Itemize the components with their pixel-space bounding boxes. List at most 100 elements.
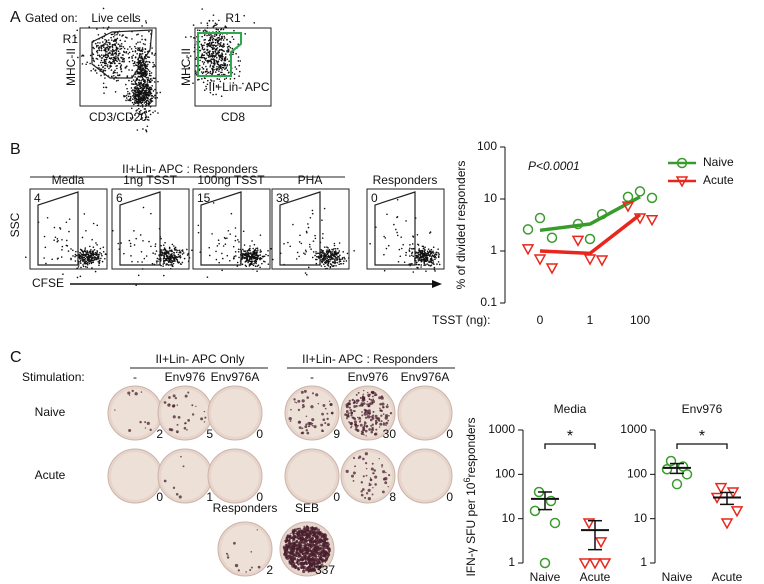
- event-dot: [237, 239, 239, 241]
- spot: [378, 458, 380, 460]
- data-point: [665, 455, 677, 467]
- event-dot: [102, 250, 105, 253]
- spot: [316, 552, 319, 555]
- event-dot: [210, 42, 213, 44]
- event-dot: [206, 27, 209, 29]
- event-dot: [179, 254, 181, 257]
- event-dot: [150, 99, 152, 102]
- well: [340, 385, 396, 441]
- event-dot: [89, 259, 92, 261]
- event-dot: [237, 60, 240, 62]
- spot: [297, 567, 299, 570]
- event-dot: [97, 33, 100, 36]
- event-dot: [148, 240, 150, 243]
- event-dot: [135, 78, 138, 81]
- well: [107, 385, 163, 441]
- event-dot: [307, 226, 310, 229]
- event-dot: [129, 242, 132, 245]
- event-dot: [137, 63, 140, 66]
- event-dot: [120, 70, 123, 73]
- spot: [293, 565, 297, 569]
- spot: [365, 474, 368, 477]
- spot: [365, 467, 368, 470]
- data-point: [634, 186, 646, 197]
- event-dot: [283, 242, 285, 245]
- event-dot: [201, 48, 204, 50]
- event-dot: [152, 90, 155, 92]
- event-dot: [322, 232, 324, 235]
- event-dot: [415, 251, 418, 254]
- event-dot: [427, 264, 430, 266]
- event-dot: [217, 44, 219, 46]
- event-dot: [136, 49, 139, 51]
- event-dot: [179, 251, 182, 254]
- spot: [316, 562, 318, 565]
- event-dot: [338, 250, 341, 252]
- spot: [316, 540, 320, 544]
- spot: [314, 545, 317, 548]
- data-point: [681, 469, 693, 480]
- event-dot: [116, 60, 118, 63]
- spot: [358, 416, 361, 419]
- event-dot: [125, 99, 127, 102]
- event-dot: [122, 57, 124, 59]
- spot: [379, 407, 381, 410]
- spot: [304, 561, 307, 564]
- y-tick-label: 100: [627, 467, 647, 481]
- spot: [360, 481, 364, 484]
- spot: [380, 420, 383, 423]
- spot: [285, 556, 288, 559]
- event-dot: [316, 258, 318, 261]
- spot: [297, 399, 301, 403]
- event-dot: [212, 14, 215, 16]
- event-dot: [238, 241, 240, 243]
- event-dot: [201, 78, 203, 80]
- event-dot: [117, 50, 120, 53]
- event-dot: [141, 38, 143, 41]
- event-dot: [194, 70, 197, 72]
- event-dot: [109, 57, 112, 60]
- event-dot: [428, 250, 431, 252]
- event-dot: [332, 254, 335, 256]
- event-dot: [67, 250, 70, 252]
- event-dot: [92, 246, 95, 249]
- event-dot: [108, 61, 110, 64]
- event-dot: [208, 20, 211, 22]
- event-dot: [304, 249, 307, 252]
- event-dot: [168, 259, 171, 261]
- event-dot: [322, 250, 324, 252]
- spot: [355, 393, 358, 396]
- spot: [297, 534, 301, 538]
- event-dot: [166, 255, 169, 258]
- event-dot: [432, 252, 435, 254]
- spot: [312, 533, 316, 537]
- spot: [362, 389, 365, 392]
- data-point: [545, 495, 557, 507]
- event-dot: [139, 96, 141, 98]
- data-point: [598, 558, 612, 570]
- data-point: [545, 263, 559, 275]
- spot: [364, 462, 368, 465]
- event-dot: [424, 248, 426, 251]
- event-dot: [138, 85, 141, 87]
- event-dot: [146, 56, 149, 58]
- event-dot: [122, 50, 125, 53]
- event-dot: [396, 231, 398, 234]
- event-dot: [415, 255, 418, 257]
- event-dot: [168, 250, 171, 252]
- event-dot: [142, 42, 145, 45]
- event-dot: [146, 86, 148, 89]
- spot: [373, 472, 375, 474]
- event-dot: [87, 258, 90, 260]
- well-rim: [401, 389, 449, 437]
- event-dot: [326, 253, 329, 256]
- event-dot: [166, 252, 169, 254]
- spot: [301, 536, 303, 539]
- event-dot: [138, 100, 141, 102]
- event-dot: [304, 272, 307, 274]
- event-dot: [224, 59, 227, 62]
- event-dot: [102, 46, 105, 48]
- event-dot: [145, 20, 147, 22]
- event-dot: [222, 55, 224, 58]
